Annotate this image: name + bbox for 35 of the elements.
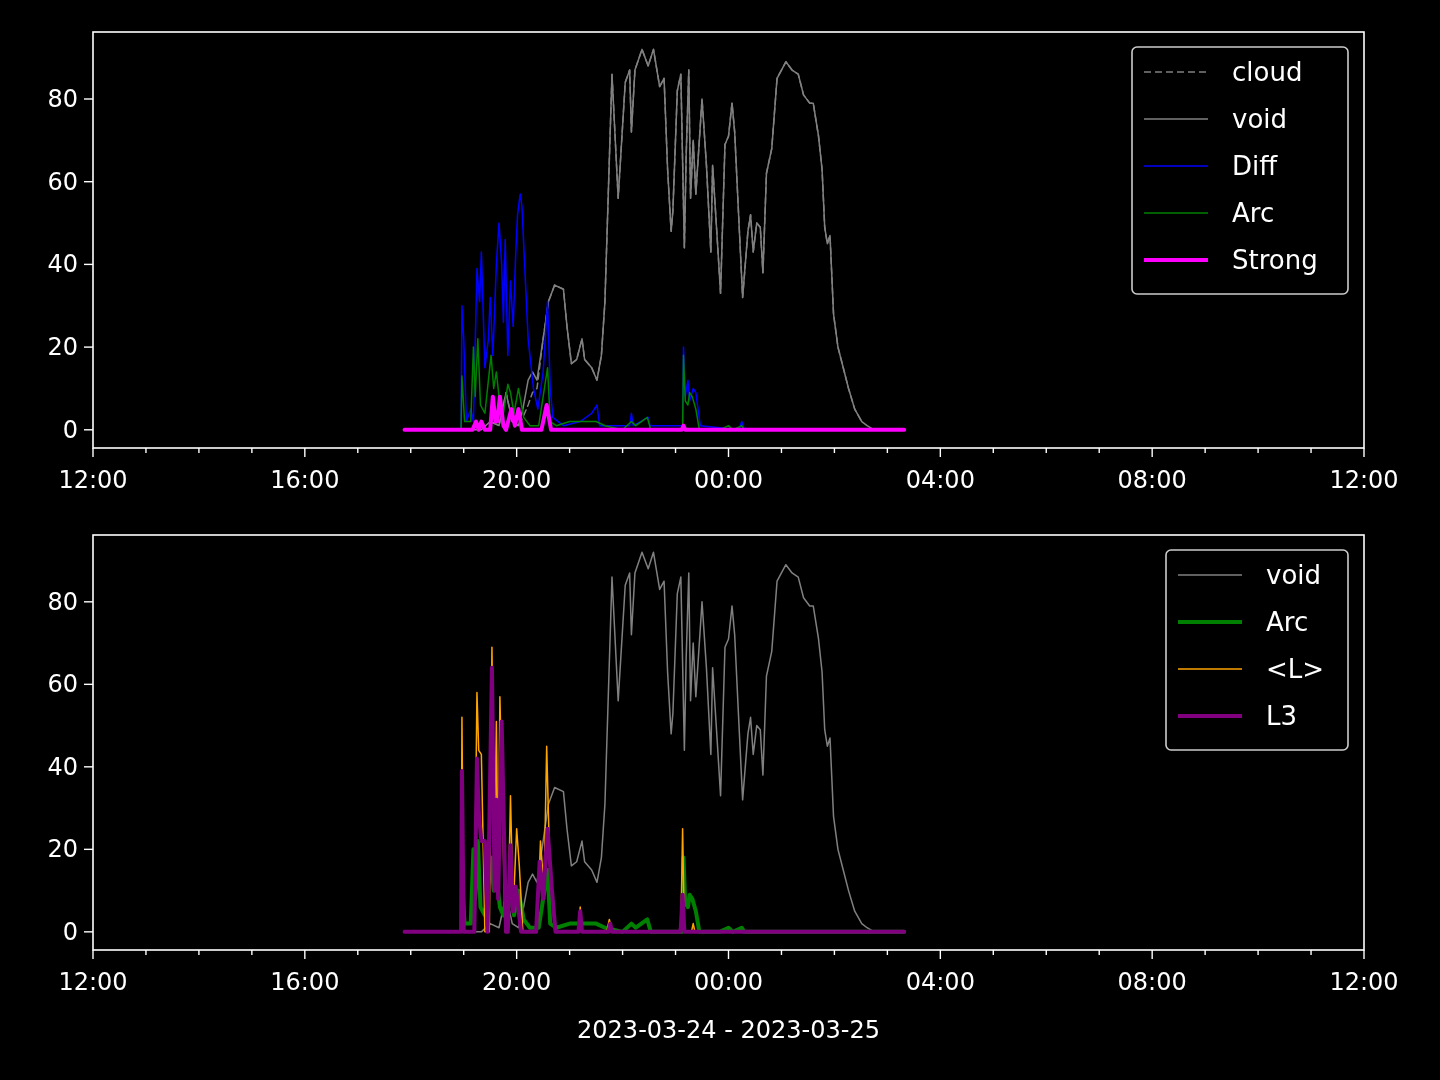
y-tick-label: 0	[62, 917, 78, 946]
x-tick-label: 20:00	[482, 466, 552, 494]
x-tick-label: 16:00	[270, 466, 340, 494]
x-tick-label: 08:00	[1117, 968, 1187, 996]
x-tick-label: 00:00	[693, 466, 764, 494]
y-tick-label: 20	[47, 333, 78, 362]
x-tick-label: 00:00	[693, 968, 764, 996]
legend-label: Arc	[1266, 607, 1309, 637]
legend-label: Diff	[1232, 151, 1279, 181]
legend-label: <L>	[1266, 654, 1325, 684]
x-tick-label: 08:00	[1117, 466, 1187, 494]
x-tick-label: 04:00	[905, 968, 975, 996]
x-tick-label: 04:00	[905, 466, 975, 494]
y-tick-label: 20	[47, 835, 78, 864]
x-tick-label: 16:00	[270, 968, 340, 996]
y-tick-label: 0	[62, 415, 78, 444]
legend-label: L3	[1266, 701, 1298, 731]
x-tick-label: 20:00	[482, 968, 552, 996]
y-tick-label: 80	[47, 587, 78, 616]
y-tick-label: 40	[47, 752, 78, 781]
legend-label: Arc	[1232, 198, 1275, 228]
x-axis-title: 2023-03-24 - 2023-03-25	[577, 1016, 880, 1044]
x-tick-label: 12:00	[58, 968, 128, 996]
x-tick-label: 12:00	[58, 466, 128, 494]
x-tick-label: 12:00	[1329, 466, 1399, 494]
line-series	[402, 394, 907, 432]
y-tick-label: 40	[47, 250, 78, 279]
y-tick-label: 60	[47, 167, 78, 196]
legend-label: void	[1232, 104, 1288, 134]
y-tick-label: 60	[47, 670, 78, 699]
y-tick-label: 80	[47, 84, 78, 113]
legend-label: Strong	[1232, 245, 1318, 275]
legend-label: cloud	[1232, 57, 1303, 87]
legend-label: void	[1266, 560, 1322, 590]
x-tick-label: 12:00	[1329, 968, 1399, 996]
